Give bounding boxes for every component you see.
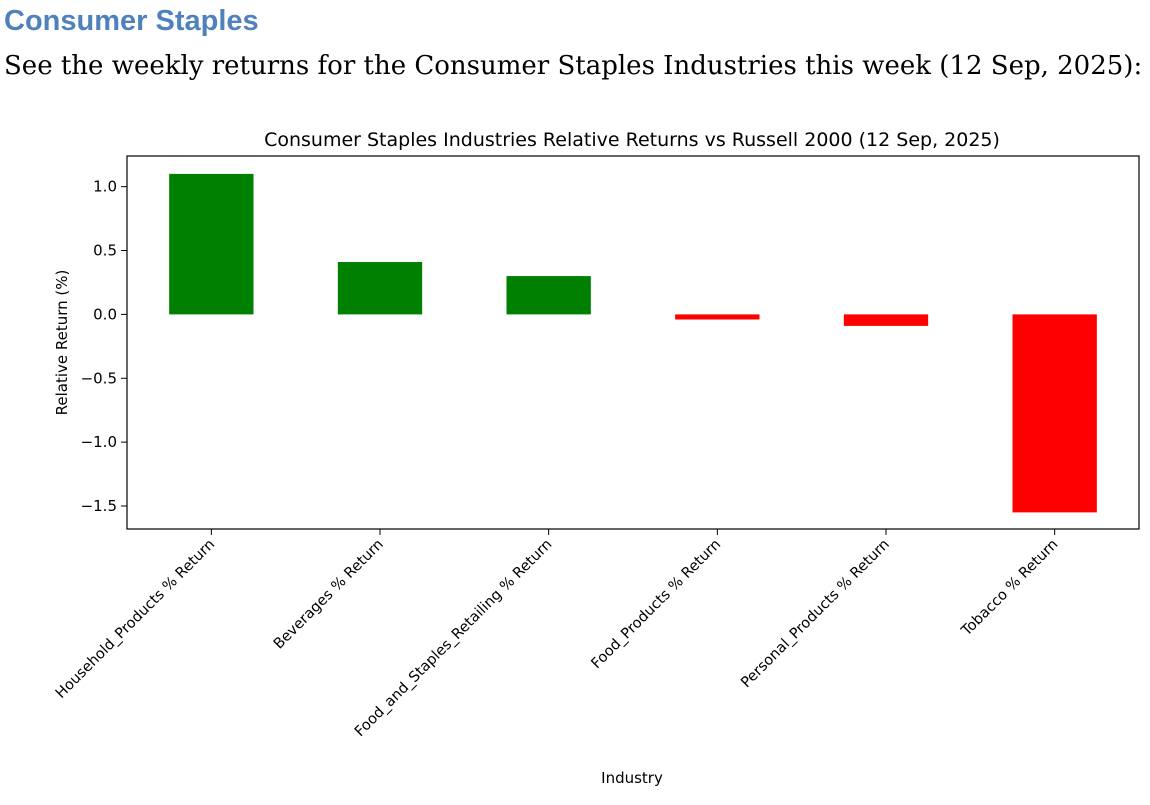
- bars-group: [169, 173, 1097, 513]
- y-tick-label: −1.0: [81, 433, 117, 451]
- bar: [675, 314, 760, 320]
- y-tick-label: 1.0: [93, 178, 117, 196]
- y-tick-label: −1.5: [81, 497, 117, 515]
- x-axis-label: Industry: [601, 769, 663, 787]
- y-tick-label: −0.5: [81, 369, 117, 387]
- bar: [843, 314, 929, 326]
- x-tick-label: Household_Products % Return: [53, 537, 218, 702]
- x-tick-label: Personal_Products % Return: [738, 537, 893, 692]
- bar: [506, 276, 591, 315]
- x-tick-label: Beverages % Return: [271, 537, 387, 653]
- plot-frame: [126, 155, 1140, 530]
- y-tick-label: 0.5: [93, 242, 117, 260]
- chart-container: Consumer Staples Industries Relative Ret…: [0, 100, 1150, 800]
- x-axis: Household_Products % Return Beverages % R…: [53, 529, 1061, 741]
- document-heading: Consumer Staples: [4, 5, 259, 37]
- y-tick-label: 0.0: [93, 305, 117, 323]
- y-axis: 1.0 0.5 0.0 −0.5 −1.0 −1.5: [81, 178, 127, 515]
- chart-title: Consumer Staples Industries Relative Ret…: [264, 129, 1000, 151]
- bar: [169, 173, 254, 315]
- document-intro-text: See the weekly returns for the Consumer …: [4, 51, 1143, 81]
- bar-chart: Consumer Staples Industries Relative Ret…: [53, 129, 1140, 787]
- y-axis-label: Relative Return (%): [53, 270, 71, 416]
- x-tick-label: Food_and_Staples_Retailing % Return: [352, 537, 556, 741]
- bar: [1012, 314, 1097, 513]
- x-tick-label: Tobacco % Return: [958, 537, 1061, 640]
- x-tick-label: Food_Products % Return: [589, 537, 725, 673]
- bar: [337, 262, 423, 315]
